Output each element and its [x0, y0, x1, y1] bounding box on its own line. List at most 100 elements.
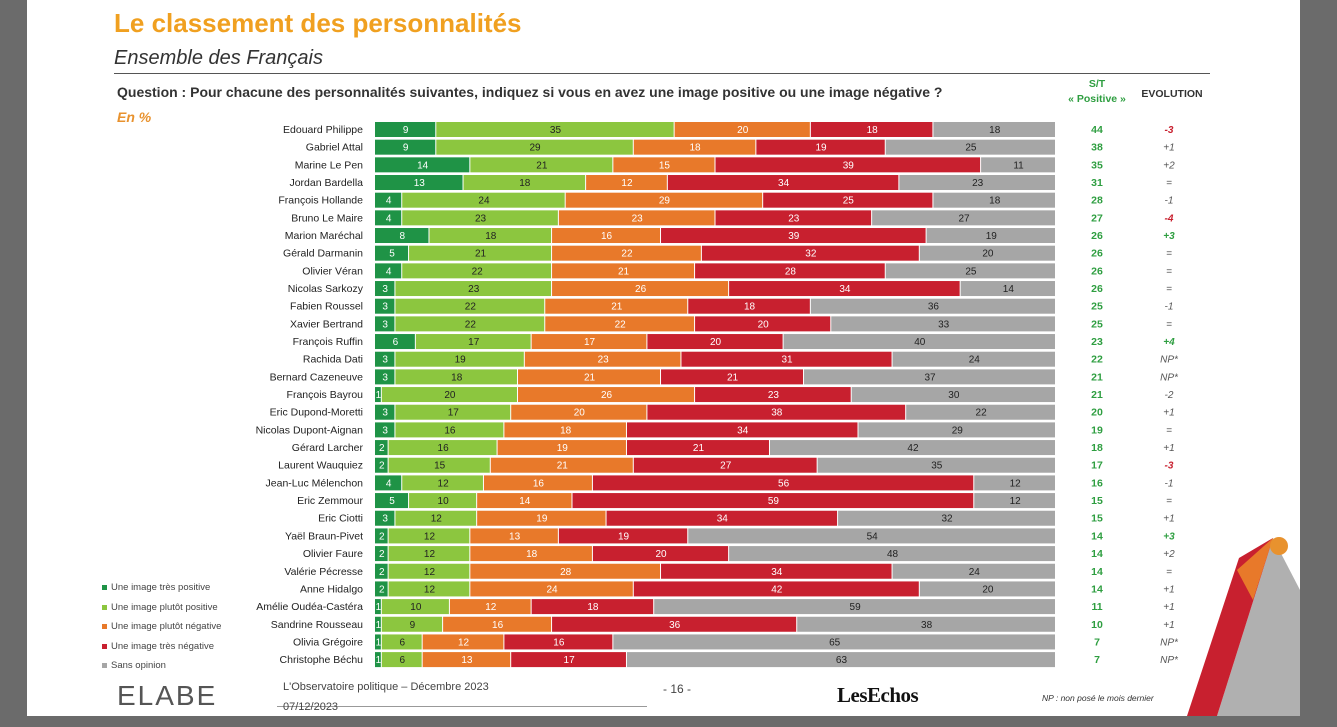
bar-segment	[810, 298, 1055, 314]
data-label: 18	[587, 602, 599, 613]
bar-segment	[831, 316, 1055, 332]
category-label: Yaël Braun-Pivet	[285, 530, 363, 542]
footer-date: 07/12/2023	[283, 701, 339, 713]
bar-segment	[375, 281, 395, 297]
bar-segment	[661, 228, 926, 244]
bar-segment	[375, 245, 409, 261]
st-positive-value: 28	[1091, 195, 1103, 207]
bar-segment	[981, 157, 1055, 173]
category-label: Bernard Cazeneuve	[270, 371, 364, 383]
data-label: 36	[669, 620, 681, 631]
bar-segment	[375, 122, 436, 137]
data-label: 25	[965, 143, 977, 154]
category-label: Jordan Bardella	[289, 177, 363, 189]
bar-segment	[375, 175, 463, 191]
bar-segment	[885, 139, 1055, 155]
bar-segment	[572, 493, 974, 509]
bar-segment	[388, 563, 470, 579]
bar-segment	[415, 334, 531, 350]
data-label: 1	[376, 620, 382, 631]
data-label: 3	[382, 302, 388, 313]
data-label: 29	[659, 196, 671, 207]
bar-segment	[872, 210, 1055, 226]
bar-segment	[552, 281, 729, 297]
data-label: 29	[529, 143, 541, 154]
bar-segment	[769, 440, 1055, 456]
bar-segment	[470, 157, 613, 173]
data-label: 42	[907, 443, 919, 454]
legend-item: Une image très négative	[102, 637, 221, 657]
evolution-value: =	[1166, 178, 1172, 189]
bar-segment	[763, 192, 933, 208]
bar-segment	[838, 510, 1055, 526]
les-echos-logo: LesEchos	[837, 683, 919, 707]
bar-segment	[633, 581, 919, 597]
bar-segment	[695, 316, 831, 332]
data-label: 35	[931, 461, 943, 472]
data-label: 16	[601, 231, 613, 242]
st-header-line1: S/T	[1088, 78, 1106, 90]
data-label: 12	[485, 602, 497, 613]
st-positive-value: 14	[1091, 566, 1103, 578]
bar-segment	[701, 245, 919, 261]
bar-segment	[375, 404, 395, 420]
bar-segment	[654, 599, 1055, 615]
data-label: 9	[403, 143, 409, 154]
bar-segment	[375, 351, 395, 367]
data-label: 17	[564, 655, 576, 666]
bar-segment	[375, 440, 388, 456]
bar-segment	[613, 157, 715, 173]
bar-segment	[933, 122, 1055, 137]
bar-segment	[797, 616, 1055, 632]
st-positive-header: S/T « Positive »	[1057, 77, 1137, 107]
bar-segment	[688, 528, 1055, 544]
data-label: 18	[989, 196, 1001, 207]
st-positive-value: 17	[1091, 460, 1103, 472]
bar-segment	[395, 510, 477, 526]
bar-segment	[933, 192, 1055, 208]
category-label: Olivier Faure	[303, 548, 363, 560]
data-label: 12	[424, 567, 436, 578]
st-positive-value: 31	[1091, 177, 1103, 189]
st-positive-value: 44	[1091, 124, 1103, 136]
evolution-value: NP*	[1160, 655, 1179, 666]
data-label: 4	[386, 213, 392, 224]
data-label: 28	[785, 266, 797, 277]
data-label: 17	[468, 337, 480, 348]
category-label: Nicolas Dupont-Aignan	[256, 424, 364, 436]
data-label: 26	[635, 284, 647, 295]
data-label: 10	[410, 602, 422, 613]
data-label: 1	[376, 637, 382, 648]
data-label: 24	[969, 355, 981, 366]
bar-segment	[395, 369, 518, 385]
data-label: 12	[1010, 478, 1022, 489]
category-label: Gabriel Attal	[306, 142, 363, 154]
st-positive-value: 22	[1091, 354, 1103, 366]
data-label: 25	[965, 266, 977, 277]
page-subtitle: Ensemble des Français	[114, 47, 323, 69]
st-positive-value: 11	[1091, 601, 1102, 613]
bar-segment	[409, 493, 477, 509]
bar-segment	[490, 457, 633, 473]
data-label: 20	[982, 249, 994, 260]
bar-segment	[395, 422, 504, 438]
legend-label: Une image très positive	[111, 582, 211, 594]
bar-segment	[375, 422, 395, 438]
data-label: 12	[1010, 496, 1022, 507]
data-label: 21	[693, 443, 705, 454]
data-label: 54	[867, 531, 879, 542]
bar-segment	[388, 440, 497, 456]
bar-segment	[375, 546, 388, 562]
data-label: 18	[560, 425, 572, 436]
bar-segment	[892, 351, 1055, 367]
data-label: 10	[438, 496, 450, 507]
data-label: 13	[414, 178, 426, 189]
category-label: Jean-Luc Mélenchon	[266, 477, 364, 489]
legend-label: Une image très négative	[111, 640, 214, 652]
slide: Le classement des personnalités Ensemble…	[27, 0, 1300, 716]
data-label: 12	[458, 637, 470, 648]
bar-segment	[810, 122, 933, 137]
evolution-value: -2	[1165, 390, 1174, 401]
data-label: 12	[621, 178, 633, 189]
category-label: Amélie Oudéa-Castéra	[256, 601, 363, 613]
